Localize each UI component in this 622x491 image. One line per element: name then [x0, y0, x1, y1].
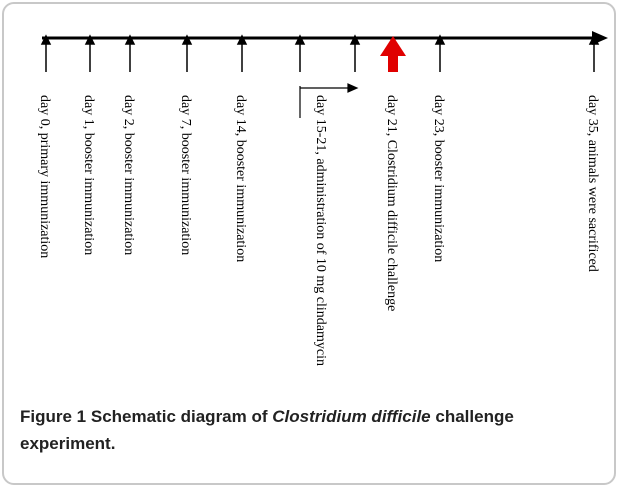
caption-species: Clostridium difficile	[272, 407, 431, 426]
caption-text: challenge experiment.	[20, 407, 514, 453]
event-label: day 21, Clostridium difficile challenge	[384, 95, 399, 311]
event-label: day 15-21, administration of 10 mg clind…	[313, 95, 328, 366]
event-label: day 14, booster immunization	[233, 95, 248, 262]
period-arrow	[299, 83, 359, 118]
figure-frame	[2, 2, 616, 485]
event-label: day 7, booster immunization	[178, 95, 193, 255]
caption-text: Schematic diagram of	[90, 407, 268, 426]
event-label: day 0, primary immunization	[37, 95, 52, 258]
timeline-diagram: day 0, primary immunization day 1, booste…	[37, 31, 608, 366]
caption-label: Figure 1	[20, 407, 87, 426]
challenge-arrow	[380, 36, 406, 72]
event-label: day 2, booster immunization	[121, 95, 136, 255]
figure-caption: Figure 1 Schematic diagram of Clostridiu…	[20, 403, 610, 457]
event-label: day 1, booster immunization	[81, 95, 96, 255]
tick-arrows	[40, 34, 600, 72]
event-label: day 35, animals were sacrificed	[585, 95, 600, 272]
event-label: day 23, booster immunization	[431, 95, 446, 262]
